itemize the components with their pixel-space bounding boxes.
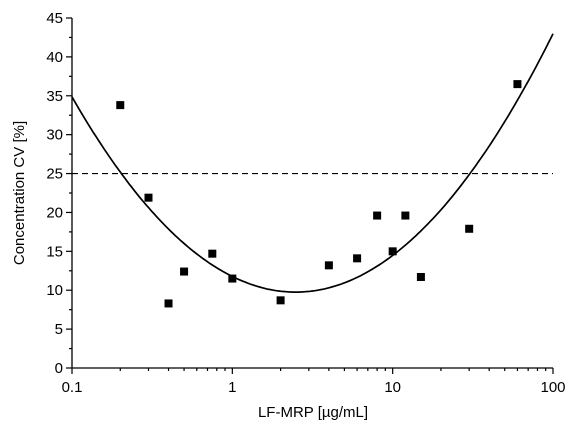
fit-curve-group [71, 33, 554, 293]
data-point [416, 273, 425, 281]
x-tick-label: 100 [540, 379, 565, 396]
data-point [164, 299, 173, 308]
y-tick-label: 25 [46, 166, 63, 183]
data-point [116, 101, 125, 110]
y-tick-label: 10 [46, 282, 63, 299]
fit-curve [71, 33, 554, 293]
data-point [180, 267, 189, 276]
y-tick-label: 0 [55, 360, 63, 377]
data-point [324, 261, 333, 270]
x-tick-label: 10 [384, 379, 401, 396]
y-axis-label: Concentration CV [%] [11, 121, 28, 265]
data-point [388, 247, 397, 256]
data-point [353, 254, 362, 263]
y-tick-label: 35 [46, 88, 63, 105]
data-point [144, 193, 153, 202]
data-point [513, 80, 522, 89]
data-point [373, 211, 382, 220]
data-point [401, 211, 410, 220]
x-axis-label: LF-MRP [µg/mL] [258, 404, 368, 421]
y-tick-label: 30 [46, 127, 63, 144]
y-tick-label: 15 [46, 243, 63, 260]
data-point [208, 249, 217, 258]
data-point [228, 274, 237, 283]
data-point [465, 224, 474, 233]
y-tick-label: 5 [55, 321, 63, 338]
x-tick-label: 0.1 [62, 379, 83, 396]
x-tick-label: 1 [228, 379, 236, 396]
axes [71, 18, 553, 369]
ticks: 0 5 10 15 20 25 30 35 40 45 0.1 1 10 100 [46, 10, 565, 396]
y-tick-label: 20 [46, 204, 63, 221]
y-tick-label: 45 [46, 10, 63, 27]
data-point [276, 296, 285, 305]
data-points [116, 80, 522, 308]
y-tick-label: 40 [46, 49, 63, 66]
